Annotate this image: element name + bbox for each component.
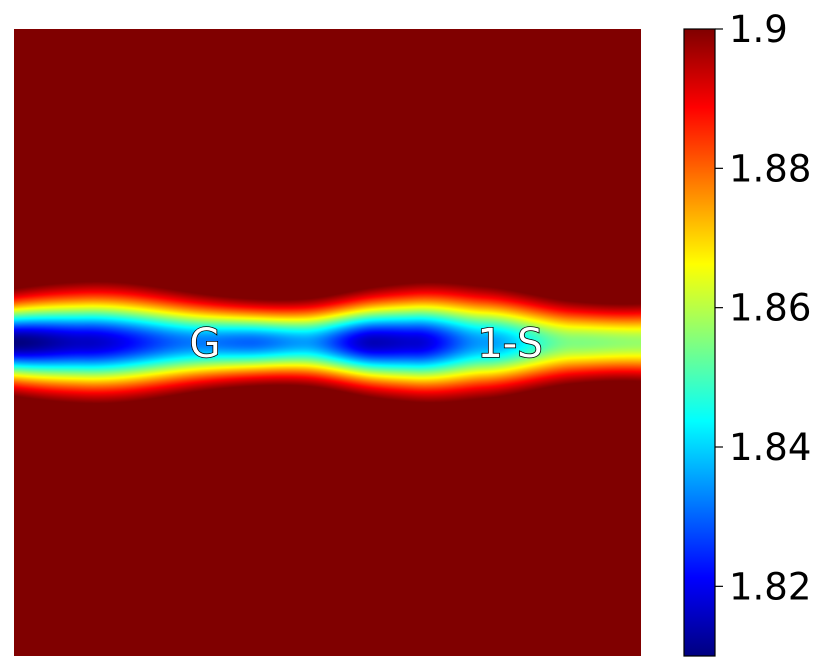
colorbar-tick-label: 1.84	[729, 426, 811, 469]
colorbar-gradient	[684, 29, 715, 656]
colorbar-tick-label: 1.86	[729, 287, 811, 330]
annotation-g: G	[190, 321, 221, 367]
colorbar-tick-label: 1.9	[729, 8, 788, 51]
colorbar: 1.82 1.84 1.86 1.88 1.9	[683, 8, 811, 657]
heatmap-plot-area	[14, 29, 641, 656]
colorbar-tick-label: 1.88	[729, 147, 811, 190]
colorbar-frame	[683, 28, 716, 657]
colorbar-tick-label: 1.82	[729, 565, 811, 608]
heatmap-field	[14, 29, 641, 656]
annotation-1-s: 1-S	[477, 321, 542, 367]
